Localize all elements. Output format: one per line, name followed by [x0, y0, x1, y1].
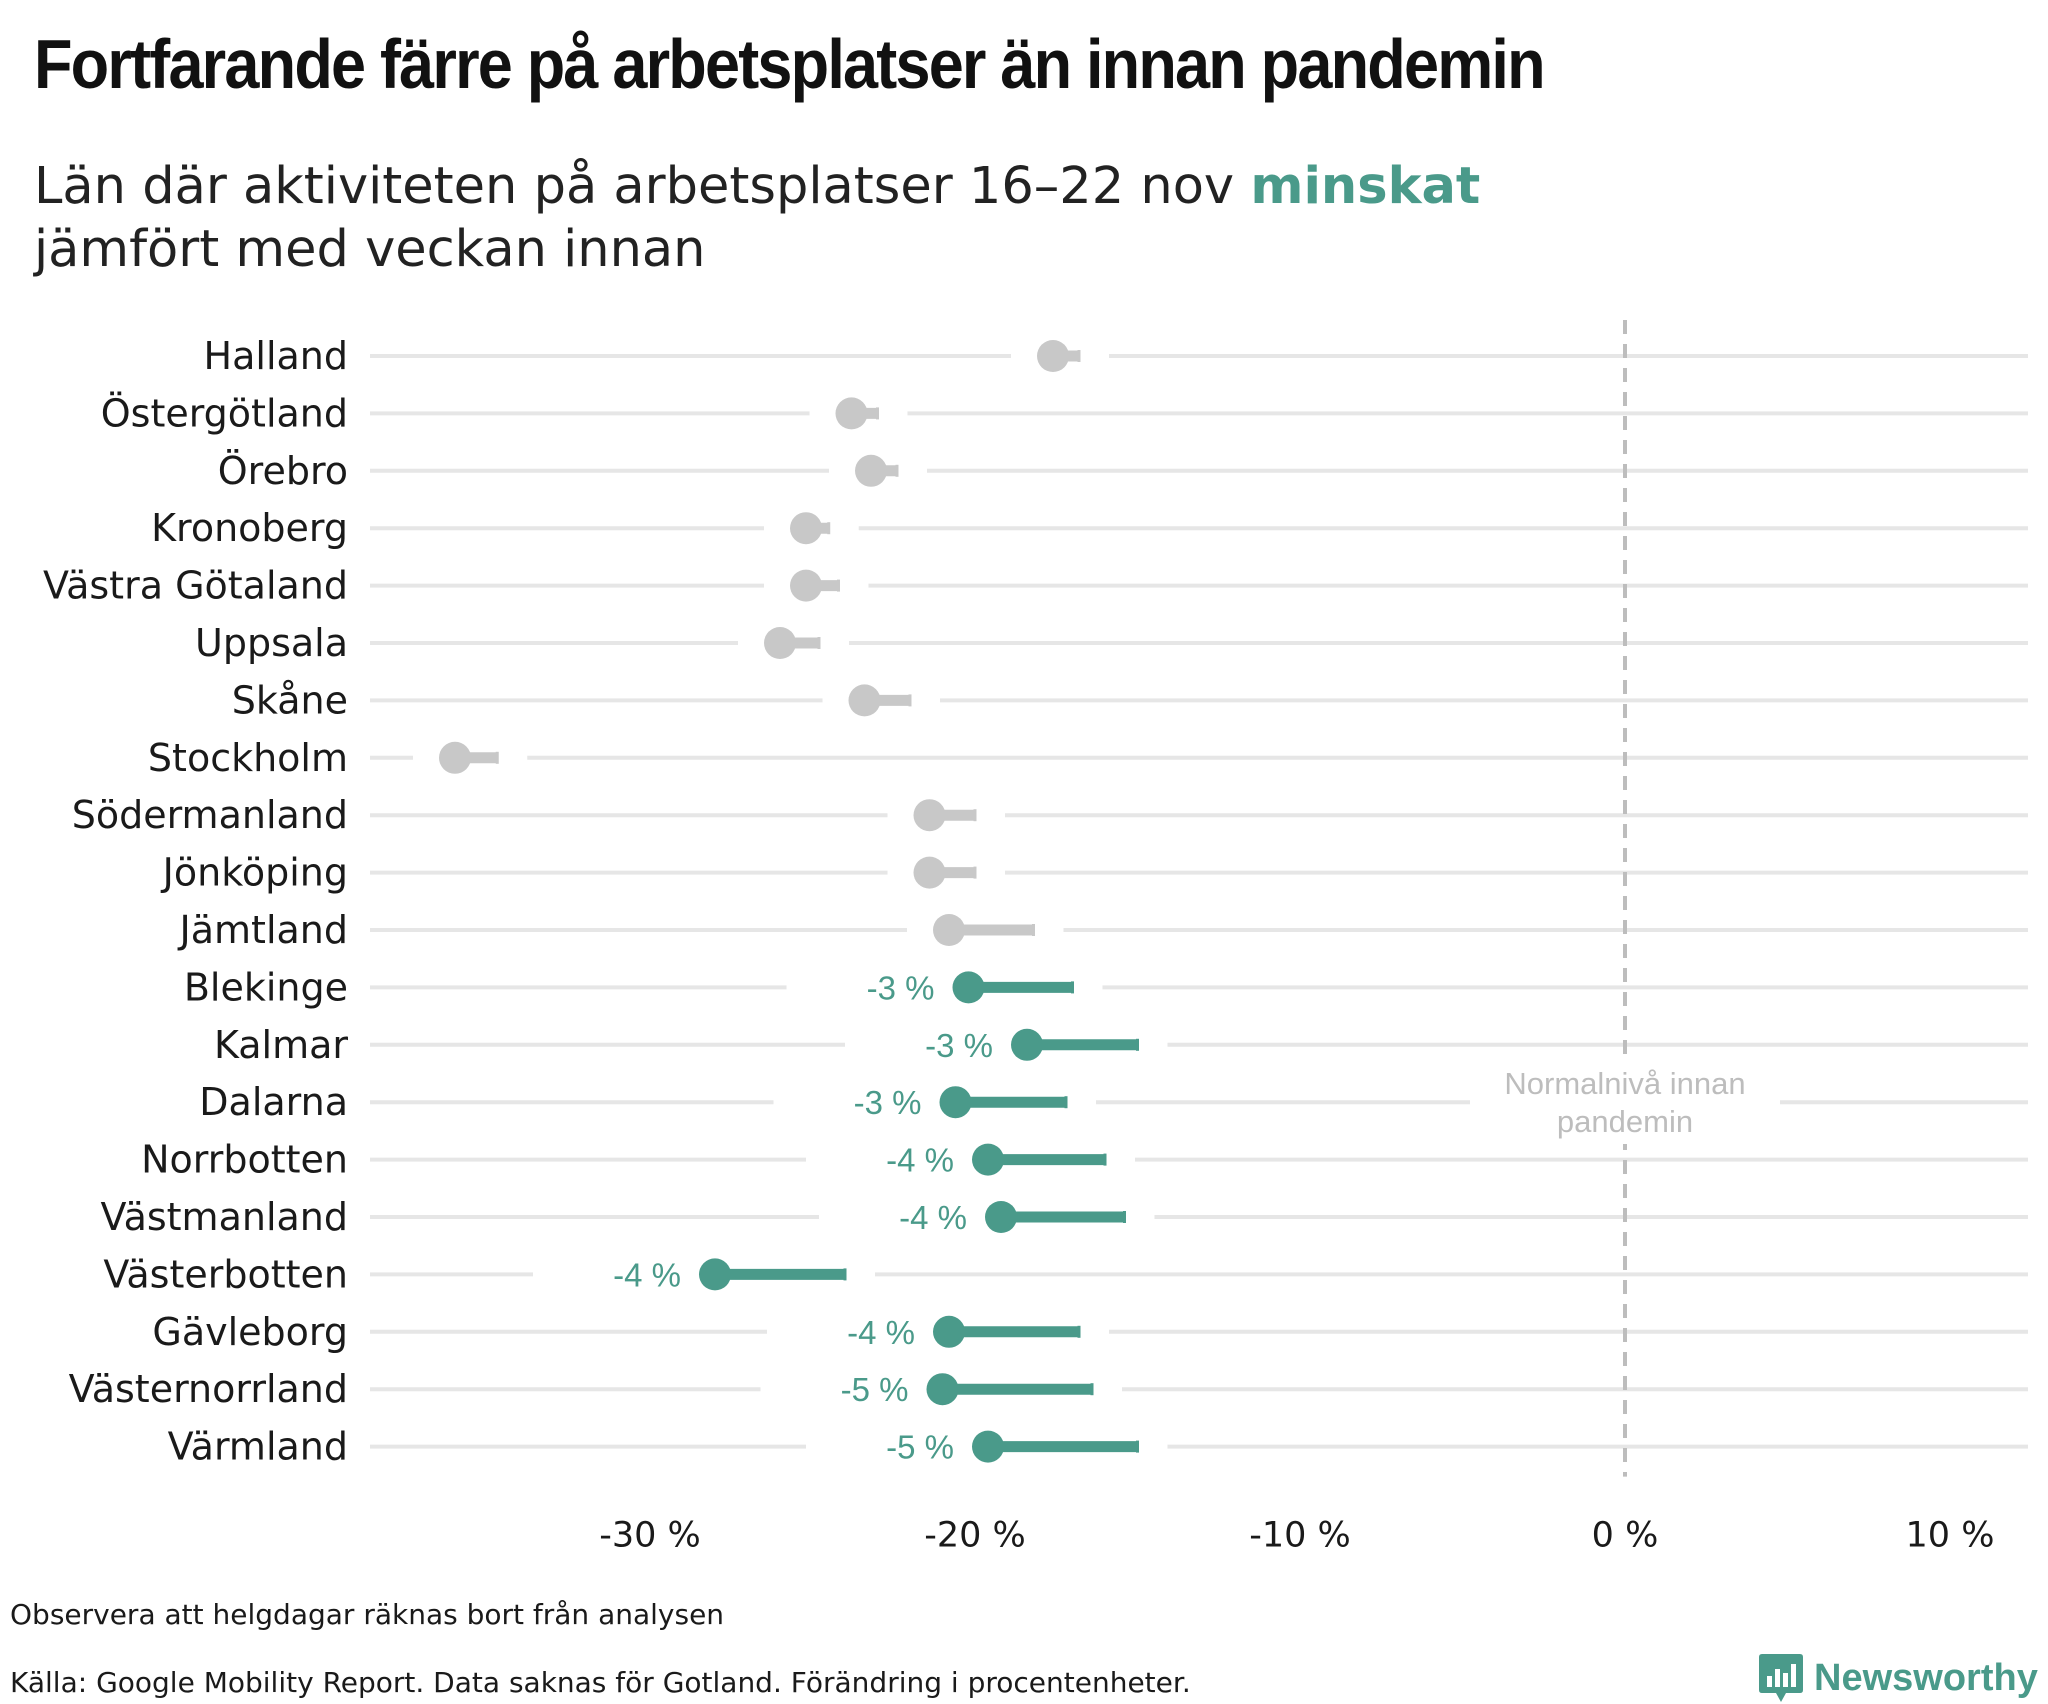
- dumbbell-chart: Normalnivå innan pandemin Halland Östergö…: [43, 320, 2028, 1556]
- current-dot: [952, 971, 985, 1004]
- region-label: Blekinge: [184, 965, 348, 1009]
- note-holidays: Observera att helgdagar räknas bort från…: [10, 1598, 725, 1631]
- data-marks: Halland Östergötland Örebro Kronoberg Västra…: [43, 334, 1139, 1469]
- region-label: Östergötland: [101, 391, 348, 435]
- reference-group: Normalnivå innan pandemin: [1470, 320, 1780, 1477]
- value-label: -3 %: [867, 969, 935, 1006]
- source-note: Källa: Google Mobility Report. Data sakn…: [10, 1666, 1191, 1699]
- x-axis: -30 % -20 % -10 % 0 % 10 %: [599, 1516, 1994, 1556]
- current-dot: [790, 569, 822, 602]
- current-dot: [913, 856, 946, 889]
- current-dot: [1011, 1028, 1043, 1061]
- region-label: Dalarna: [199, 1080, 348, 1124]
- value-label: -3 %: [854, 1084, 922, 1121]
- value-label: -4 %: [847, 1314, 915, 1351]
- current-dot: [933, 914, 965, 946]
- current-dot: [848, 684, 881, 717]
- reference-label-background: [1470, 1060, 1780, 1144]
- current-dot: [699, 1258, 731, 1291]
- region-label: Halland: [204, 334, 348, 378]
- value-label: -5 %: [841, 1371, 909, 1408]
- subtitle-part2: jämfört med veckan innan: [34, 220, 706, 279]
- x-tick-label: 0 %: [1592, 1516, 1659, 1556]
- current-dot: [926, 1373, 959, 1406]
- value-label: -4 %: [613, 1256, 681, 1293]
- region-label: Skåne: [232, 678, 348, 722]
- current-dot: [835, 397, 868, 430]
- region-label: Stockholm: [148, 736, 348, 780]
- region-label: Örebro: [218, 449, 348, 493]
- region-label: Västerbotten: [103, 1252, 348, 1296]
- region-label: Södermanland: [72, 793, 348, 837]
- region-label: Norrbotten: [141, 1138, 348, 1182]
- x-tick-label: -30 %: [599, 1516, 701, 1556]
- current-dot: [1037, 340, 1069, 372]
- region-label: Jönköping: [161, 851, 348, 895]
- reference-label-line1: Normalnivå innan: [1504, 1066, 1745, 1101]
- region-label: Uppsala: [195, 621, 348, 665]
- chart-title: Fortfarande färre på arbetsplatser än in…: [34, 25, 1546, 103]
- current-dot: [972, 1143, 1004, 1176]
- gridlines: [370, 354, 2028, 1449]
- brand-logo: Newsworthy: [1758, 1652, 2038, 1704]
- current-dot: [972, 1430, 1004, 1463]
- subtitle-highlight: minskat: [1250, 157, 1481, 216]
- value-label: -3 %: [925, 1027, 993, 1064]
- subtitle-part1: Län där aktiviteten på arbetsplatser 16–…: [34, 157, 1251, 216]
- region-label: Kronoberg: [151, 506, 348, 550]
- region-label: Västmanland: [101, 1195, 348, 1239]
- current-dot: [764, 627, 796, 659]
- x-tick-label: 10 %: [1906, 1516, 1995, 1556]
- region-label: Värmland: [168, 1425, 348, 1469]
- current-dot: [985, 1201, 1017, 1233]
- current-dot: [939, 1086, 972, 1119]
- newsworthy-logo-icon: [1759, 1654, 1803, 1702]
- region-label: Kalmar: [214, 1023, 348, 1067]
- region-label: Västra Götaland: [43, 564, 348, 608]
- current-dot: [790, 512, 822, 545]
- value-label: -4 %: [886, 1142, 954, 1179]
- value-label: -4 %: [899, 1199, 967, 1236]
- brand-name: Newsworthy: [1814, 1656, 2038, 1699]
- value-label: -5 %: [886, 1429, 954, 1466]
- current-dot: [855, 454, 887, 487]
- region-label: Västernorrland: [69, 1367, 348, 1411]
- current-dot: [933, 1315, 965, 1348]
- chart-subtitle: Län där aktiviteten på arbetsplatser 16–…: [34, 155, 1480, 281]
- current-dot: [913, 799, 946, 832]
- x-tick-label: -10 %: [1249, 1516, 1351, 1556]
- region-label: Gävleborg: [152, 1310, 348, 1354]
- reference-label-line2: pandemin: [1557, 1104, 1693, 1139]
- region-label: Jämtland: [178, 908, 348, 952]
- x-tick-label: -20 %: [924, 1516, 1026, 1556]
- current-dot: [439, 741, 471, 774]
